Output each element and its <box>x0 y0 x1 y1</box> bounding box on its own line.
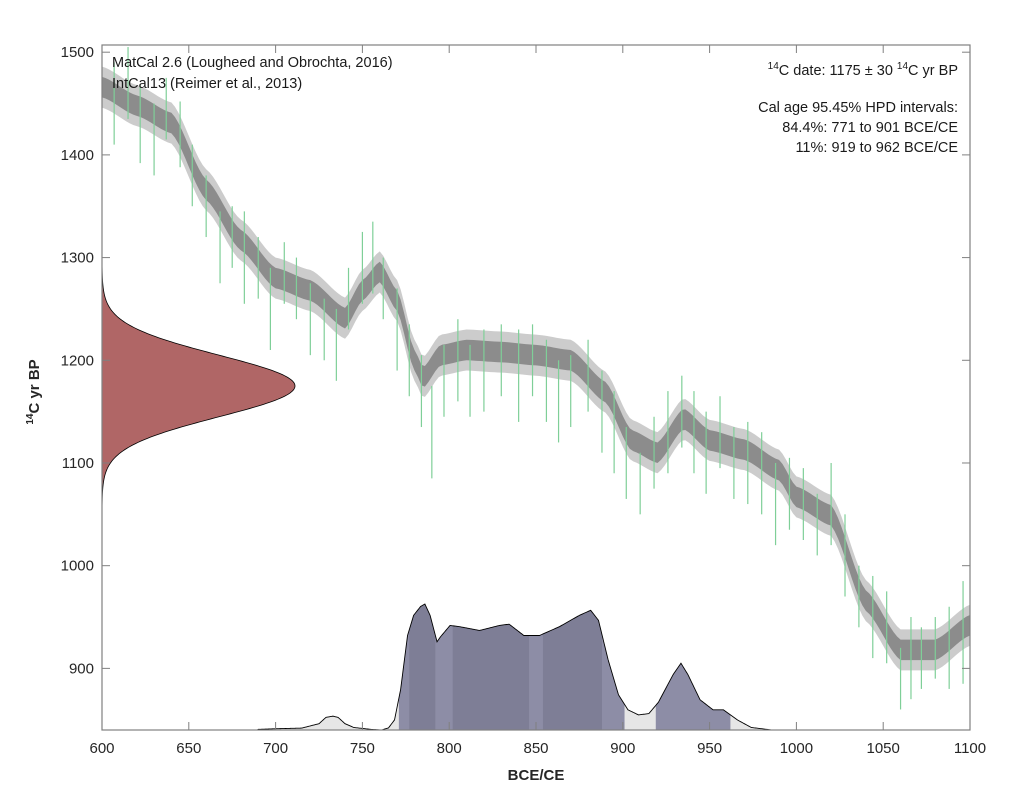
y-tick-label: 1100 <box>62 455 94 472</box>
x-tick-label: 1000 <box>780 740 813 757</box>
x-tick-label: 600 <box>89 740 114 757</box>
annotation-matcal: MatCal 2.6 (Lougheed and Obrochta, 2016) <box>112 55 393 71</box>
calibrated-pdf-hpd68-region <box>452 624 530 730</box>
y-tick-label: 1200 <box>61 352 94 369</box>
x-tick-label: 1050 <box>867 740 900 757</box>
y-axis-title: 14C yr BP <box>25 359 43 424</box>
calibrated-pdf-outline <box>102 603 970 730</box>
calibration-curve-2sigma-band <box>102 66 970 671</box>
annotation-intcal: IntCal13 (Reimer et al., 2013) <box>112 76 302 92</box>
x-tick-label: 800 <box>437 740 462 757</box>
x-tick-label: 950 <box>697 740 722 757</box>
y-tick-label: 1500 <box>61 44 94 61</box>
x-tick-label: 900 <box>610 740 635 757</box>
annotation-hpd-2: 11%: 919 to 962 BCE/CE <box>795 140 958 156</box>
y-tick-label: 1300 <box>61 250 94 267</box>
date-sup-1: 14 <box>768 61 780 72</box>
date-text-2: C yr BP <box>908 63 958 79</box>
y-axis-title-text: C yr BP <box>26 359 43 413</box>
x-tick-label: 1100 <box>954 740 986 757</box>
axes: 600 650 700 750 800 850 900 950 1000 1050 1100 900 1… <box>61 44 987 757</box>
x-tick-label: 650 <box>176 740 201 757</box>
calibrated-pdf-hpd68-region <box>542 610 602 730</box>
annotation-hpd-1: 84.4%: 771 to 901 BCE/CE <box>782 120 958 136</box>
y-tick-label: 1400 <box>61 147 94 164</box>
x-tick-label: 750 <box>350 740 375 757</box>
calibrated-pdf-hpd95-region <box>655 663 731 730</box>
x-tick-label: 850 <box>523 740 548 757</box>
radiocarbon-date-pdf <box>102 262 296 510</box>
plot-area <box>102 47 970 730</box>
x-tick-label: 700 <box>263 740 288 757</box>
calibrated-pdf-hpd68-region <box>409 604 436 730</box>
date-text-1: C date: 1175 ± 30 <box>779 63 897 79</box>
y-tick-label: 1000 <box>61 558 94 575</box>
annotation-date: 14C date: 1175 ± 30 14C yr BP <box>768 61 958 79</box>
x-axis-title: BCE/CE <box>508 767 565 784</box>
annotation-hpd-title: Cal age 95.45% HPD intervals: <box>758 100 958 116</box>
y-tick-label: 900 <box>69 660 94 677</box>
date-sup-2: 14 <box>897 61 909 72</box>
y-axis-title-sup: 14 <box>25 413 36 425</box>
